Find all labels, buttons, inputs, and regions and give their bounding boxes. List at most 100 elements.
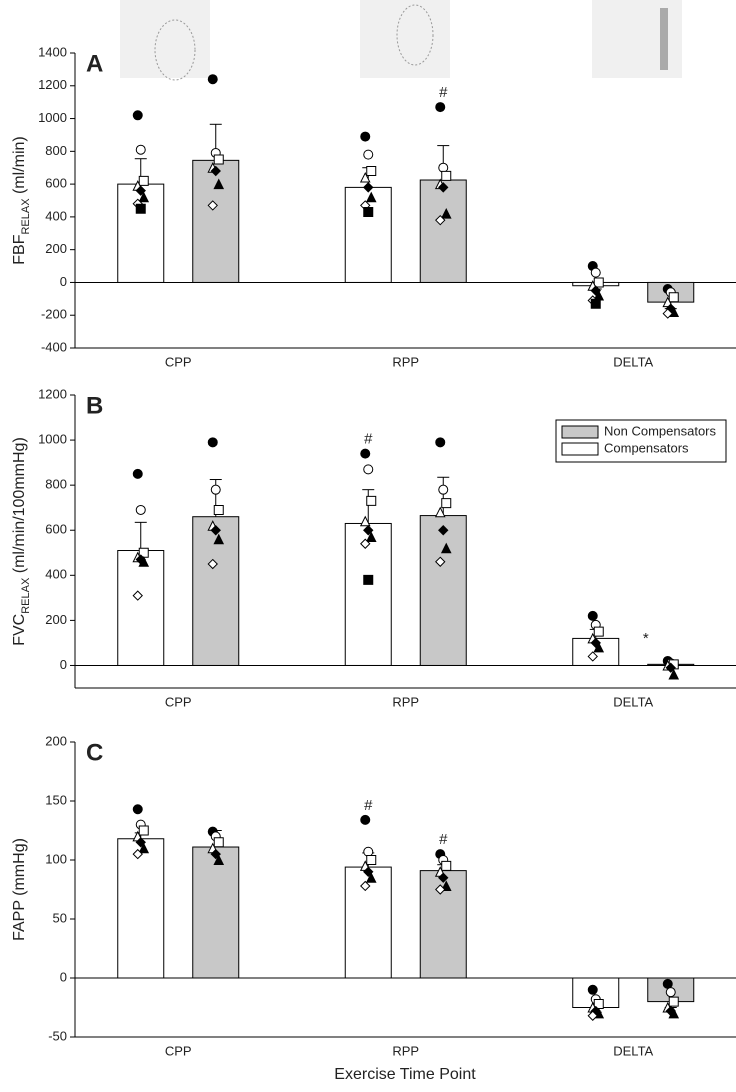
bar	[117, 550, 165, 666]
data-point	[360, 880, 371, 892]
annotation: #	[439, 84, 448, 101]
data-point	[435, 102, 446, 113]
data-point	[135, 203, 146, 214]
y-tick-label: 600	[45, 522, 67, 537]
data-point	[668, 668, 680, 680]
annotation: #	[364, 797, 373, 814]
data-point	[132, 110, 143, 121]
data-point	[363, 206, 374, 217]
illustration	[660, 8, 668, 70]
data-point	[434, 506, 446, 518]
data-point	[207, 558, 218, 570]
x-tick-label: CPP	[165, 1043, 192, 1058]
x-tick-label: RPP	[392, 694, 419, 709]
bar	[419, 179, 467, 283]
y-tick-label: 1000	[38, 432, 67, 447]
y-label-part: FBF	[11, 234, 28, 264]
y-tick-label: 1000	[38, 110, 67, 125]
data-point	[435, 884, 446, 895]
data-point	[587, 651, 598, 662]
data-point	[587, 610, 598, 621]
y-axis-label: FAPP (mmHg)	[11, 838, 28, 941]
data-point	[441, 498, 452, 509]
data-point	[360, 131, 371, 142]
data-point	[438, 484, 449, 495]
data-point	[135, 185, 146, 196]
y-tick-label: 1400	[38, 44, 67, 59]
y-tick-label: -50	[48, 1028, 67, 1043]
y-tick-label: 400	[45, 208, 67, 223]
data-point	[363, 149, 374, 160]
data-point	[365, 872, 377, 883]
bar	[192, 516, 240, 666]
y-tick-label: 50	[53, 910, 67, 925]
x-tick-label: CPP	[165, 354, 192, 369]
data-point	[132, 468, 143, 479]
bar	[419, 515, 467, 666]
y-label-part: FVC	[11, 614, 28, 646]
data-point	[132, 848, 143, 860]
data-point	[213, 154, 224, 165]
y-tick-label: 200	[45, 612, 67, 627]
data-point	[593, 626, 604, 637]
y-tick-label: 0	[60, 657, 67, 672]
data-point	[438, 182, 449, 193]
data-point	[363, 846, 374, 857]
data-point	[138, 175, 149, 186]
legend-swatch	[561, 442, 599, 456]
bar	[344, 866, 392, 979]
data-point	[210, 525, 221, 536]
data-point	[366, 855, 377, 865]
y-tick-label: -400	[41, 339, 67, 354]
legend-swatch	[561, 425, 599, 439]
data-point	[210, 484, 221, 495]
x-tick-label: RPP	[392, 1043, 419, 1058]
y-tick-label: 200	[45, 241, 67, 256]
x-tick-label: RPP	[392, 354, 419, 369]
data-point	[135, 504, 146, 515]
illustration	[120, 0, 210, 78]
data-point	[213, 178, 225, 190]
data-point	[435, 437, 446, 448]
x-axis-label: Exercise Time Point	[334, 1066, 476, 1083]
annotation: *	[643, 630, 649, 647]
bar	[192, 159, 240, 283]
x-tick-label: DELTA	[613, 1043, 653, 1058]
annotation: #	[364, 431, 373, 448]
data-point	[593, 641, 605, 653]
data-point	[438, 525, 449, 536]
bar	[344, 522, 392, 666]
data-point	[662, 978, 673, 989]
data-point	[213, 533, 225, 545]
data-point	[213, 854, 225, 865]
data-point	[440, 207, 452, 219]
y-tick-label: 150	[45, 792, 67, 807]
data-point	[207, 437, 218, 448]
annotation: #	[439, 831, 448, 848]
y-tick-label: 100	[45, 851, 67, 866]
data-point	[360, 538, 371, 549]
data-point	[366, 495, 377, 506]
data-point	[365, 531, 377, 542]
data-point	[665, 987, 676, 998]
data-point	[438, 872, 449, 883]
data-point	[441, 860, 452, 871]
data-point	[363, 464, 374, 475]
y-tick-label: -200	[41, 307, 67, 322]
illustrations	[120, 0, 682, 81]
data-point	[359, 515, 371, 527]
legend-label: Non Compensators	[604, 423, 716, 438]
y-tick-label: 600	[45, 176, 67, 191]
y-tick-label: 0	[60, 274, 67, 289]
data-point	[363, 574, 374, 585]
y-axis-label: FBFRELAX (ml/min)	[11, 136, 32, 265]
y-tick-label: 800	[45, 477, 67, 492]
panel-label: A	[86, 50, 103, 77]
data-point	[213, 837, 224, 848]
data-point	[363, 525, 374, 536]
data-point	[135, 144, 146, 155]
panel-label: C	[86, 739, 103, 766]
bar	[192, 846, 240, 979]
x-tick-label: DELTA	[613, 354, 653, 369]
